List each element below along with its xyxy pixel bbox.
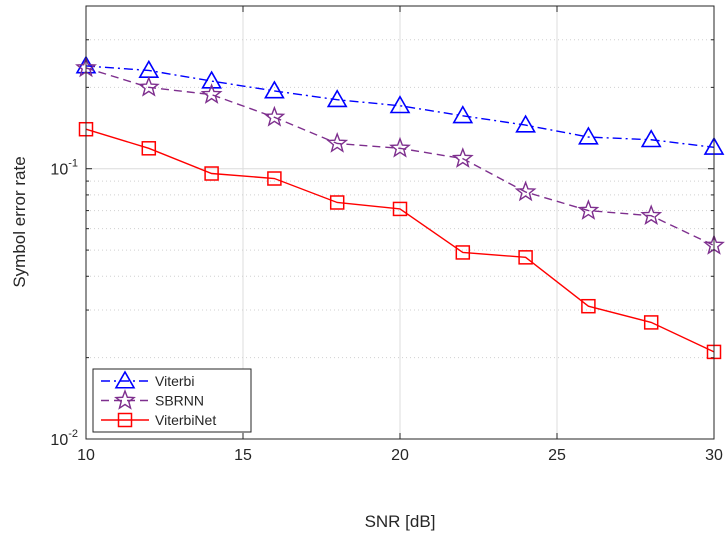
legend-label: Viterbi bbox=[155, 373, 194, 389]
star-marker bbox=[514, 180, 537, 202]
triangle-marker bbox=[264, 80, 285, 99]
legend-label: SBRNN bbox=[155, 393, 204, 409]
square-marker bbox=[581, 298, 596, 314]
square-marker bbox=[455, 245, 471, 260]
star-marker bbox=[137, 75, 160, 97]
star-marker bbox=[640, 204, 663, 226]
triangle-marker bbox=[114, 370, 136, 389]
star-marker bbox=[326, 131, 349, 153]
x-tick-label: 15 bbox=[234, 447, 252, 464]
x-tick-label: 10 bbox=[77, 447, 95, 464]
triangle-marker bbox=[640, 129, 662, 148]
square-marker bbox=[518, 250, 533, 265]
star-marker bbox=[577, 199, 600, 220]
square-marker bbox=[141, 141, 157, 156]
triangle-marker bbox=[452, 105, 474, 124]
star-marker bbox=[389, 136, 411, 158]
x-tick-label: 25 bbox=[548, 447, 566, 464]
series-line bbox=[85, 128, 715, 353]
y-axis-label: Symbol error rate bbox=[10, 156, 29, 287]
series-line bbox=[85, 67, 715, 247]
y-tick-exponent: -1 bbox=[68, 158, 78, 170]
y-tick-label: 10-1 bbox=[50, 158, 78, 179]
legend-item-sbrnn: SBRNN bbox=[101, 389, 204, 410]
triangle-marker bbox=[326, 89, 348, 108]
star-marker bbox=[263, 105, 286, 127]
square-marker bbox=[392, 201, 408, 217]
legend-item-viterbi: Viterbi bbox=[101, 370, 194, 389]
legend-item-viterbinet: ViterbiNet bbox=[101, 412, 216, 428]
triangle-marker bbox=[389, 95, 411, 114]
square-marker bbox=[204, 166, 219, 181]
legend-label: ViterbiNet bbox=[155, 412, 216, 428]
square-marker bbox=[117, 412, 133, 428]
star-marker bbox=[451, 147, 474, 168]
plot-frame bbox=[85, 5, 715, 440]
y-tick-base: 10 bbox=[50, 162, 68, 179]
square-marker bbox=[267, 171, 282, 186]
x-tick-label: 20 bbox=[391, 447, 409, 464]
y-tick-label: 10-2 bbox=[50, 428, 78, 449]
x-tick-label: 30 bbox=[705, 447, 723, 464]
square-marker bbox=[643, 315, 659, 330]
triangle-marker bbox=[578, 126, 599, 145]
star-marker bbox=[200, 83, 223, 104]
triangle-marker bbox=[201, 70, 222, 89]
y-tick-exponent: -2 bbox=[68, 428, 78, 440]
square-marker bbox=[329, 195, 345, 210]
y-tick-base: 10 bbox=[50, 432, 68, 449]
x-axis-label: SNR [dB] bbox=[365, 512, 436, 531]
legend: Viterbi SBRNN ViterbiNet bbox=[92, 368, 252, 433]
triangle-marker bbox=[515, 114, 536, 133]
star-marker bbox=[114, 389, 136, 410]
